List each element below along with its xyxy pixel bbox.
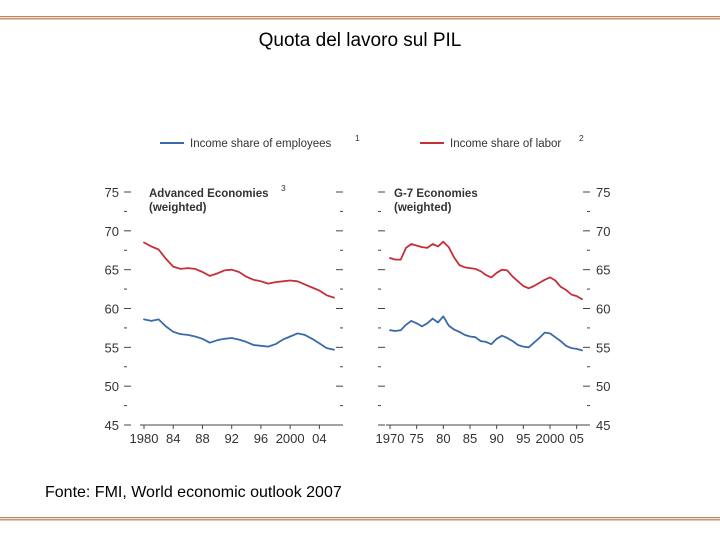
- y-tick-label: 45: [596, 418, 610, 433]
- y-tick-label: 65: [596, 263, 610, 278]
- x-tick-label: 2000: [276, 431, 305, 445]
- x-tick-label: 04: [312, 431, 326, 445]
- legend: Income share of employees 1 Income share…: [160, 133, 584, 150]
- panel-1-title-note: 3: [281, 183, 286, 193]
- x-tick-label: 90: [489, 431, 503, 445]
- y-tick-label: 75: [596, 185, 610, 200]
- panel-1-title: Advanced Economies: [149, 188, 269, 200]
- series-line-employees: [389, 315, 583, 352]
- x-tick-label: 88: [195, 431, 209, 445]
- y-tick-label: 60: [596, 302, 610, 317]
- y-tick-label: 55: [596, 340, 610, 355]
- chart-panel-1: 45 50 55 60 65 70 75 1980 84 88 92 96 2000 04: [105, 185, 343, 446]
- slide-title: Quota del lavoro sul PIL: [258, 30, 462, 51]
- y-tick-label: 70: [105, 224, 119, 239]
- x-tick-label: 85: [463, 431, 477, 445]
- x-tick-label: 80: [436, 431, 450, 445]
- y-tick-label: 70: [596, 224, 610, 239]
- y-tick-label: 50: [596, 379, 610, 394]
- legend-label-employees: Income share of employees: [190, 138, 332, 150]
- y-tick-label: 60: [105, 302, 119, 317]
- y-tick-label: 65: [105, 263, 119, 278]
- chart-panel-2: 45 50 55 60 65 70 75 1970 75 80 85 90 95 2000 05: [376, 185, 611, 446]
- panel-2-subtitle: (weighted): [394, 202, 452, 214]
- x-tick-label: 2000: [536, 431, 565, 445]
- panel-titles: Advanced Economies 3 (weighted) G-7 Econ…: [149, 183, 478, 214]
- panel-2-title: G-7 Economies: [394, 188, 478, 200]
- y-tick-label: 75: [105, 185, 119, 200]
- x-tick-label: 95: [516, 431, 530, 445]
- chart-figure: Income share of employees 1 Income share…: [100, 120, 630, 446]
- chart-marks: 45 50 55 60 65 70 75 1980 84 88 92 96 2000 04 45 50 55 60…: [105, 185, 611, 446]
- y-tick-label: 50: [105, 379, 119, 394]
- bottom-rule: [0, 517, 720, 521]
- y-tick-label: 45: [105, 418, 119, 433]
- x-tick-label: 05: [569, 431, 583, 445]
- legend-label-labor: Income share of labor: [450, 138, 561, 150]
- legend-note-labor: 2: [579, 133, 584, 143]
- x-tick-label: 96: [254, 431, 268, 445]
- series-line-labor: [143, 241, 335, 299]
- x-tick-label: 84: [166, 431, 180, 445]
- legend-note-employees: 1: [355, 133, 360, 143]
- series-line-employees: [143, 318, 335, 351]
- x-tick-label: 92: [224, 431, 238, 445]
- series-line-labor: [389, 240, 583, 301]
- x-tick-label: 1980: [130, 431, 159, 445]
- y-tick-label: 55: [105, 340, 119, 355]
- top-rule: [0, 16, 720, 20]
- source-note: Fonte: FMI, World economic outlook 2007: [45, 484, 342, 501]
- panel-1-subtitle: (weighted): [149, 202, 207, 214]
- x-tick-label: 1970: [376, 431, 405, 445]
- x-tick-label: 75: [409, 431, 423, 445]
- chart-svg: Income share of employees 1 Income share…: [105, 133, 611, 446]
